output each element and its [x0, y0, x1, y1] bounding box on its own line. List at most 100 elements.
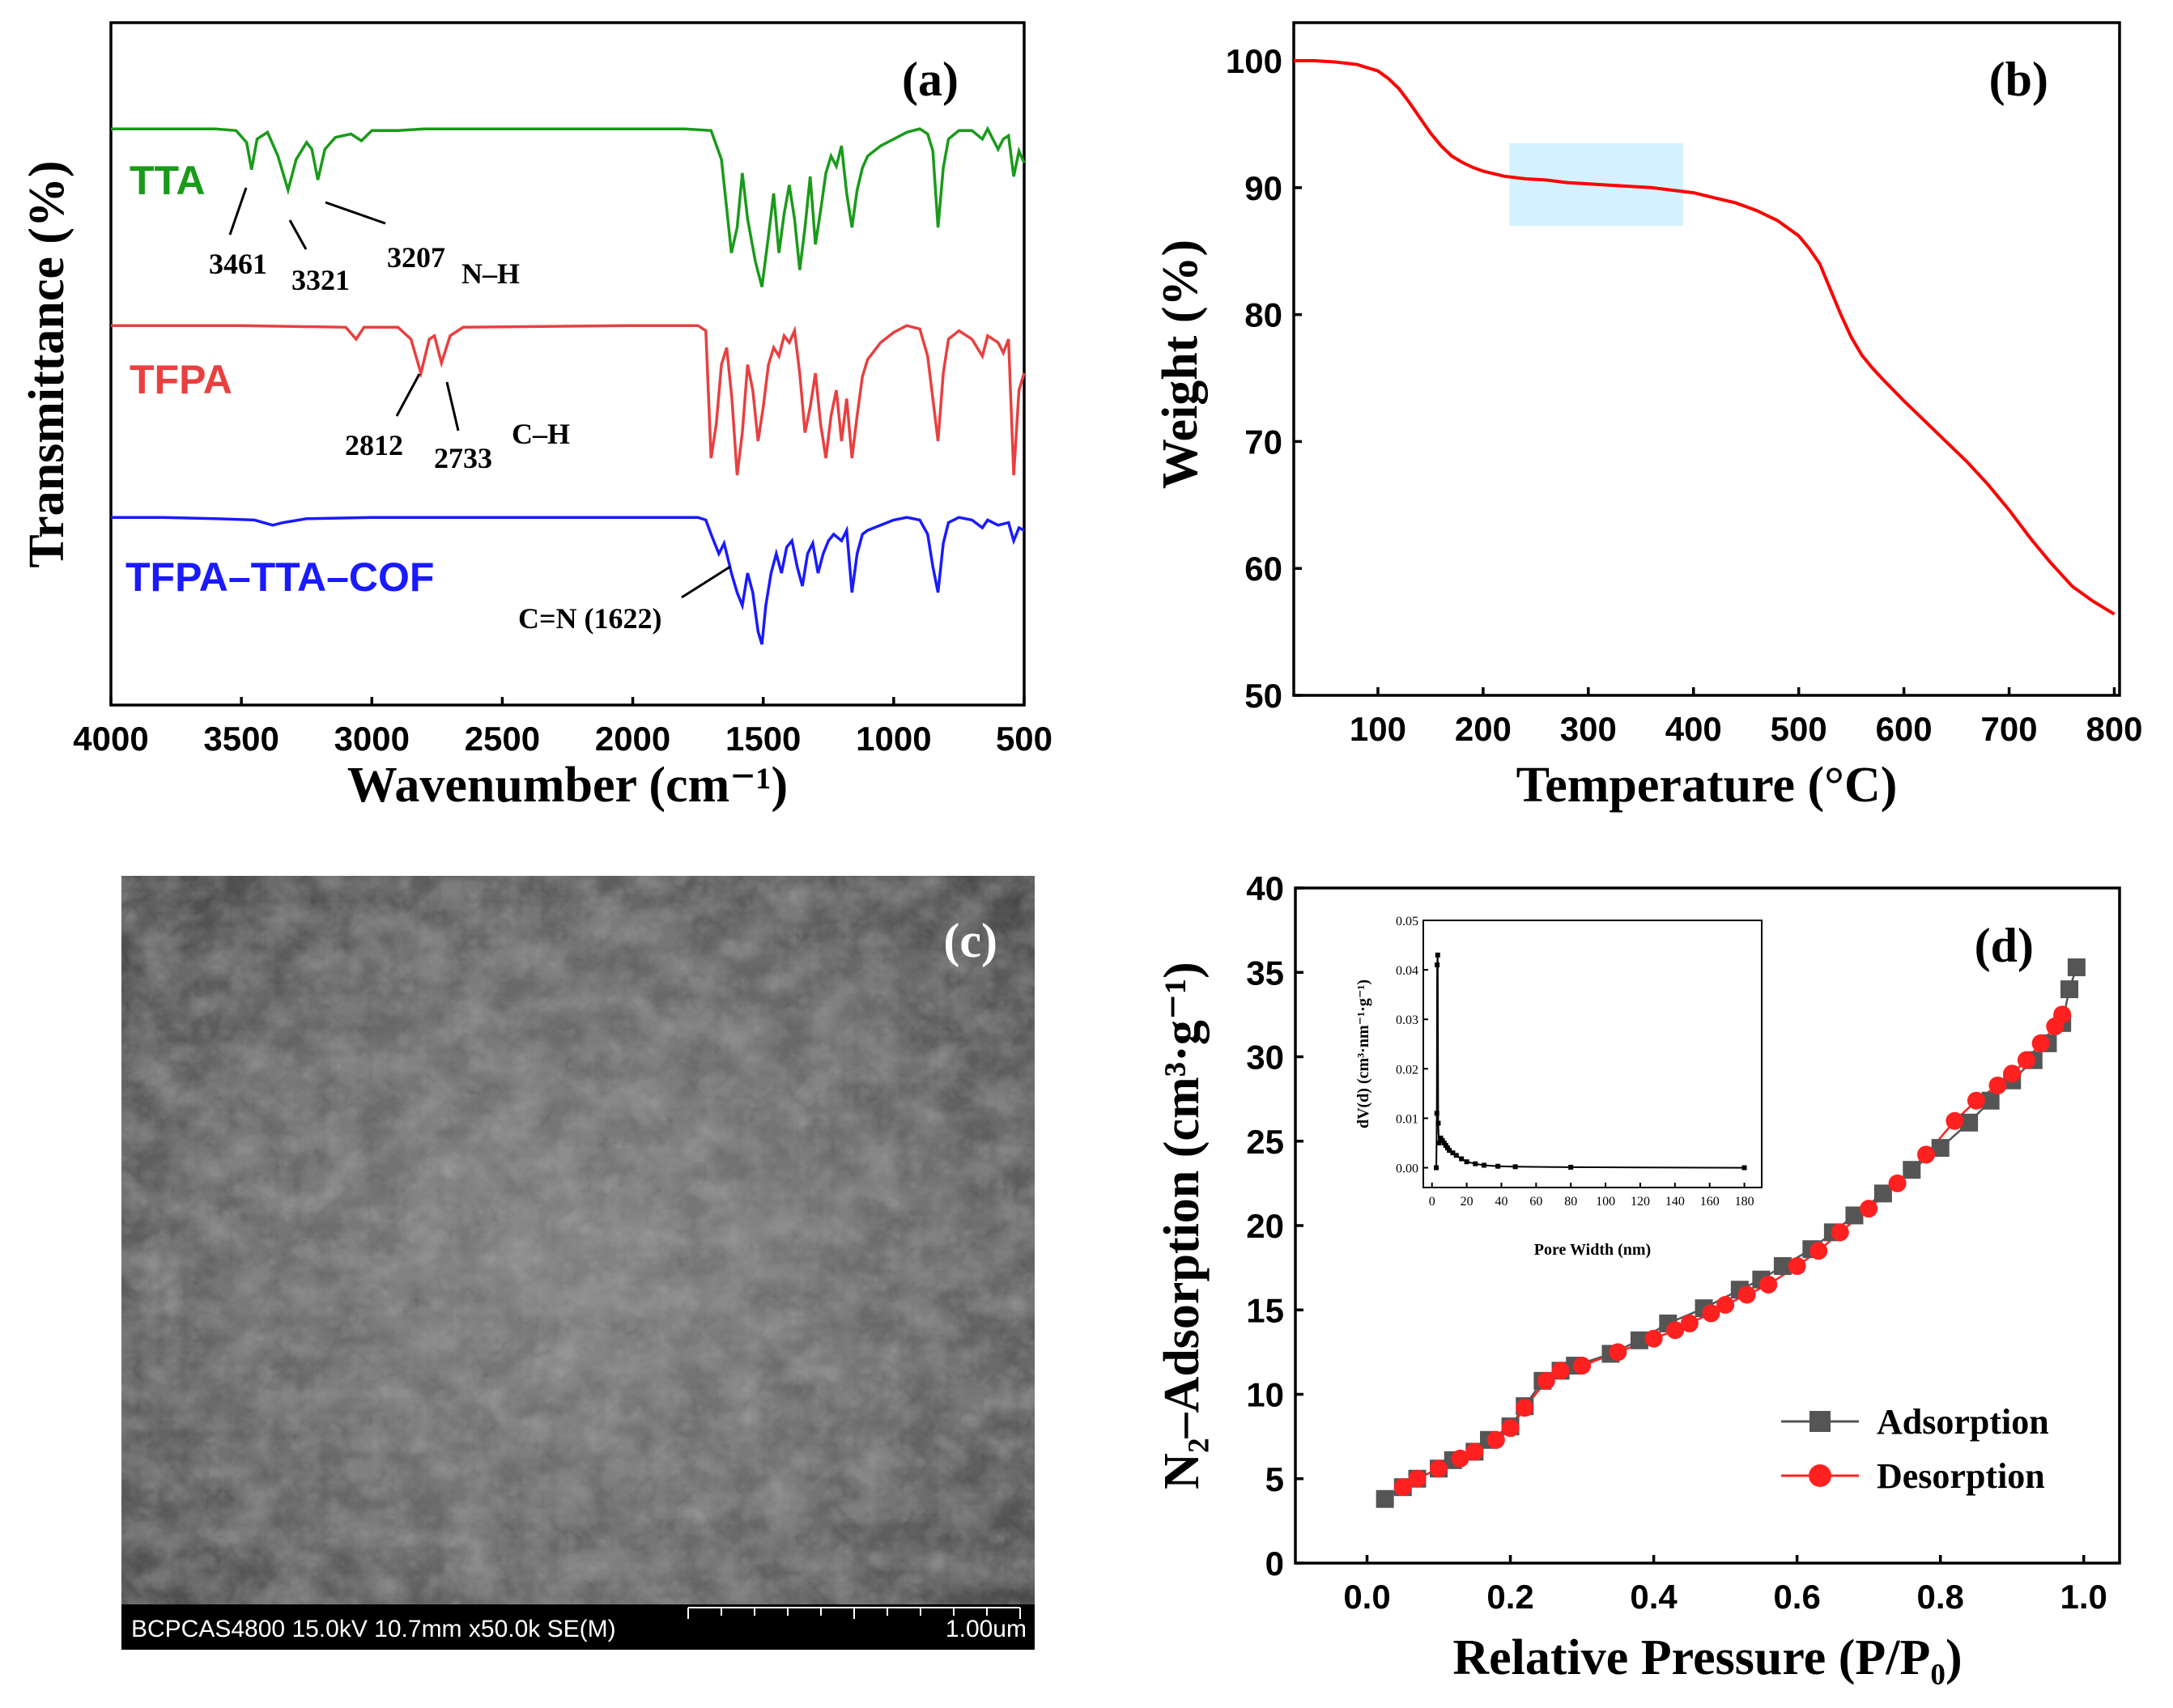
adsorption-point	[1903, 1161, 1921, 1179]
desorption-point	[1666, 1321, 1685, 1340]
panel-a-xtick-label: 500	[996, 720, 1052, 758]
panel-b-xtick-label: 200	[1455, 710, 1512, 748]
panel-a-ylabel: Transmittance (%)	[19, 160, 74, 567]
desorption-point	[1860, 1200, 1878, 1218]
adsorption-point	[1773, 1257, 1792, 1276]
spectrum-tfpa-tta-cof	[111, 516, 1025, 645]
inset-point	[1447, 1148, 1452, 1154]
adsorption-point	[1630, 1331, 1648, 1349]
panel-a-xtick-label: 4000	[73, 720, 148, 758]
inset-xtick-label: 0	[1429, 1195, 1435, 1209]
desorption-point	[2003, 1064, 2022, 1083]
inset-xtick-label: 120	[1631, 1195, 1650, 1209]
inset-point	[1435, 1120, 1441, 1126]
annot-nh: N–H	[461, 257, 520, 290]
desorption-point	[1551, 1362, 1570, 1380]
desorption-point	[1737, 1285, 1756, 1304]
adsorption-point	[1845, 1206, 1864, 1225]
desorption-point	[1501, 1419, 1520, 1438]
panel-a-xtick-label: 1500	[725, 720, 801, 758]
legend-adsorption-marker	[1809, 1411, 1831, 1432]
panel-d-ylabel: N₂–Adsorption (cm³·g⁻¹)	[1155, 962, 1210, 1489]
desorption-point	[1486, 1430, 1505, 1449]
inset-xtick-label: 140	[1665, 1195, 1685, 1209]
tga-curve	[1294, 59, 2116, 616]
arrow-2812	[395, 373, 421, 417]
desorption-point	[2031, 1034, 2050, 1052]
panel-b-xtick-label: 300	[1560, 710, 1617, 748]
panel-d-ytick-label: 10	[1246, 1376, 1284, 1414]
desorption-point	[2053, 1005, 2072, 1024]
inset-point	[1568, 1164, 1574, 1170]
inset-xtick-label: 40	[1495, 1195, 1507, 1209]
annot-2733: 2733	[434, 442, 492, 474]
sem-image-shade	[121, 876, 1035, 1650]
desorption-point	[1916, 1145, 1935, 1164]
legend-desorption: Desorption	[1877, 1456, 2045, 1496]
desorption-point	[1680, 1314, 1699, 1332]
panel-b-ytick-label: 80	[1244, 296, 1282, 334]
desorption-point	[1465, 1442, 1484, 1461]
inset-point	[1435, 962, 1440, 967]
inset-point	[1482, 1162, 1487, 1168]
arrow-3207	[325, 201, 386, 225]
inset-ytick-label: 0.02	[1396, 1063, 1418, 1077]
annot-3321: 3321	[291, 264, 350, 296]
panel-a-xtick-label: 2500	[465, 720, 540, 758]
panel-d-ytick-label: 20	[1246, 1207, 1284, 1245]
inset-ticks: 0 20 40 60 80 100 120 140 160 180 0.00 0.01 0.02 0.03…	[1396, 915, 1754, 1209]
desorption-point	[1644, 1329, 1663, 1348]
panel-b-xtick-label: 400	[1665, 710, 1722, 748]
panel-a-xlabel: Wavenumber (cm⁻¹)	[347, 758, 788, 813]
panel-b-xlabel: Temperature (°C)	[1516, 758, 1898, 813]
desorption-point	[1945, 1111, 1964, 1130]
panel-b-xtick-label: 600	[1876, 710, 1933, 748]
panel-b-ytick-label: 100	[1226, 42, 1282, 80]
inset-ytick-label: 0.03	[1396, 1013, 1418, 1027]
inset-point	[1512, 1164, 1518, 1170]
panel-a-ftir: 4000 3500 3000 2500 2000 1500 1000 500 (a) TTA …	[19, 21, 1052, 813]
desorption-point	[1516, 1399, 1534, 1417]
series-label-cof: TFPA–TTA–COF	[125, 554, 434, 600]
annot-2812: 2812	[345, 429, 403, 461]
inset-xtick-label: 160	[1700, 1195, 1720, 1209]
panel-d-ytick-label: 35	[1246, 954, 1284, 992]
inset-markers	[1434, 952, 1747, 1171]
desorption-point	[1831, 1223, 1849, 1242]
panel-a-label: (a)	[902, 53, 959, 106]
inset-ytick-label: 0.05	[1396, 915, 1418, 928]
spectrum-tfpa	[111, 324, 1026, 476]
panel-d-xtick-label: 0.4	[1630, 1578, 1678, 1616]
panel-a-x-ticks: 4000 3500 3000 2500 2000 1500 1000 500	[73, 697, 1052, 758]
inset-xlabel: Pore Width (nm)	[1534, 1241, 1651, 1259]
inset-ylabel: dV(d) (cm³·nm⁻¹·g⁻¹)	[1354, 979, 1372, 1128]
panel-d-ytick-label: 5	[1265, 1460, 1284, 1498]
panel-d-ytick-label: 25	[1246, 1123, 1284, 1161]
sem-info-bar	[121, 1604, 1035, 1650]
desorption-point	[1702, 1304, 1720, 1323]
annot-3461: 3461	[209, 248, 267, 280]
sem-image-highlights	[121, 876, 1035, 1650]
series-label-tta: TTA	[130, 158, 205, 203]
sem-scale-bar	[687, 1607, 1021, 1619]
desorption-point	[1451, 1449, 1469, 1468]
arrow-3321	[288, 219, 308, 250]
desorption-point	[1716, 1295, 1735, 1314]
adsorption-point	[1981, 1091, 2000, 1110]
panel-d-ticks: 0.0 0.2 0.4 0.6 0.8 1.0 0 5 10 15 20 25 30 35 40	[1246, 869, 2107, 1616]
panel-b-tga: 100 200 300 400 500 600 700 800 50 60 70 80 90 100 (b…	[1153, 21, 2143, 813]
desorption-point	[1759, 1275, 1778, 1294]
panel-b-xtick-label: 100	[1350, 710, 1406, 748]
panel-d-xtick-label: 0.0	[1343, 1578, 1390, 1616]
panel-b-ticks: 100 200 300 400 500 600 700 800 50 60 70 80 90 100	[1226, 42, 2143, 748]
inset-ytick-label: 0.00	[1396, 1162, 1418, 1176]
legend-adsorption: Adsorption	[1877, 1402, 2049, 1442]
desorption-point	[1809, 1242, 1828, 1260]
inset-curve	[1435, 954, 1745, 1169]
desorption-point	[1537, 1371, 1555, 1390]
inset-point	[1443, 1143, 1448, 1149]
panel-b-ytick-label: 70	[1244, 423, 1282, 461]
panel-b-xtick-label: 500	[1771, 710, 1827, 748]
panel-a-spectra	[111, 125, 1026, 645]
